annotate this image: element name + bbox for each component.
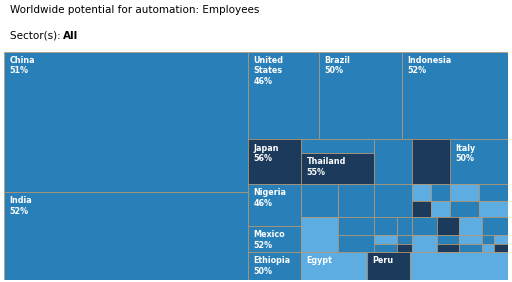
Bar: [302, 184, 338, 217]
Bar: [450, 201, 479, 217]
Bar: [459, 235, 482, 244]
Text: Peru: Peru: [372, 256, 393, 265]
Bar: [367, 252, 410, 280]
Bar: [412, 184, 431, 201]
Bar: [338, 217, 374, 235]
Bar: [248, 226, 302, 252]
Bar: [397, 217, 412, 235]
Bar: [494, 235, 508, 244]
Bar: [482, 235, 494, 244]
Bar: [248, 139, 302, 184]
Text: Brazil
50%: Brazil 50%: [324, 56, 350, 76]
Text: Indonesia
52%: Indonesia 52%: [407, 56, 452, 76]
Bar: [402, 52, 508, 139]
Bar: [319, 52, 402, 139]
Bar: [437, 235, 459, 244]
Bar: [431, 201, 450, 217]
Bar: [450, 139, 508, 184]
Text: Egypt: Egypt: [306, 256, 332, 265]
Bar: [4, 52, 248, 192]
Bar: [482, 244, 494, 252]
Bar: [459, 217, 482, 235]
Text: All: All: [63, 31, 79, 41]
Text: Japan
56%: Japan 56%: [253, 144, 279, 163]
Text: Ethiopia
50%: Ethiopia 50%: [253, 256, 291, 276]
Text: India
52%: India 52%: [9, 196, 32, 216]
Bar: [248, 252, 302, 280]
Text: Thailand
55%: Thailand 55%: [306, 157, 346, 177]
Bar: [302, 217, 338, 252]
Text: Mexico
52%: Mexico 52%: [253, 230, 285, 250]
Bar: [437, 244, 459, 252]
Bar: [482, 217, 508, 235]
Bar: [437, 217, 459, 235]
Text: Nigeria
46%: Nigeria 46%: [253, 188, 287, 208]
Bar: [412, 217, 437, 235]
Bar: [410, 252, 508, 280]
Text: Sector(s):: Sector(s):: [10, 31, 64, 41]
Text: China
51%: China 51%: [9, 56, 35, 76]
Bar: [412, 201, 431, 217]
Bar: [459, 244, 482, 252]
Bar: [412, 139, 450, 184]
Bar: [302, 139, 374, 153]
Bar: [302, 252, 367, 280]
Bar: [338, 235, 374, 252]
Text: Worldwide potential for automation: Employees: Worldwide potential for automation: Empl…: [10, 5, 260, 15]
Bar: [479, 201, 508, 217]
Bar: [397, 244, 412, 252]
Text: United
States
46%: United States 46%: [253, 56, 284, 86]
Bar: [248, 52, 319, 139]
Bar: [374, 244, 397, 252]
Bar: [412, 235, 437, 252]
Bar: [450, 184, 479, 201]
Bar: [338, 184, 374, 217]
Bar: [431, 184, 450, 201]
Bar: [4, 192, 248, 280]
Bar: [374, 139, 412, 184]
Bar: [494, 244, 508, 252]
Bar: [479, 184, 508, 201]
Text: Italy
50%: Italy 50%: [455, 144, 475, 163]
Bar: [374, 217, 397, 235]
Bar: [374, 184, 412, 217]
Bar: [248, 184, 302, 226]
Bar: [397, 235, 412, 244]
Bar: [374, 235, 397, 244]
Bar: [302, 153, 374, 184]
